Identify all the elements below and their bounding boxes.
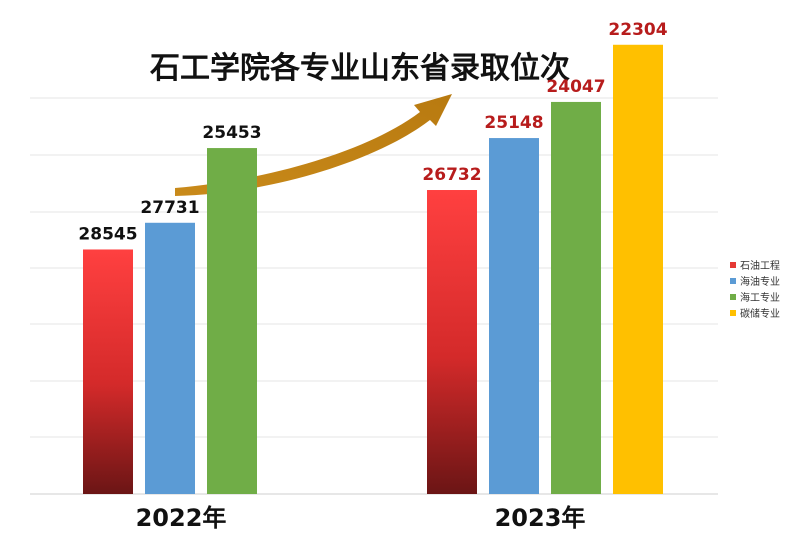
bars <box>83 44 663 495</box>
chart-title: 石工学院各专业山东省录取位次 <box>149 51 570 86</box>
legend-swatch <box>730 294 736 300</box>
value-label: 28545 <box>78 224 137 244</box>
bar-2-1 <box>427 190 477 495</box>
bar-1-3 <box>207 148 257 494</box>
category-labels: 2022年 2023年 <box>136 504 586 532</box>
gridlines <box>30 97 718 495</box>
category-label: 2023年 <box>495 504 586 532</box>
trend-arrow <box>175 94 452 196</box>
bar-2-3 <box>551 101 601 495</box>
value-label: 24047 <box>546 77 605 97</box>
legend-label: 海油专业 <box>740 275 780 288</box>
legend-swatch <box>730 278 736 284</box>
legend-swatch <box>730 310 736 316</box>
legend-label: 海工专业 <box>740 291 780 304</box>
legend-swatch <box>730 262 736 268</box>
value-label: 26732 <box>422 165 481 185</box>
value-label: 22304 <box>608 20 667 40</box>
value-label: 25453 <box>202 123 261 143</box>
bar-2-2 <box>489 138 539 495</box>
bar-2-4 <box>613 44 663 494</box>
legend-label: 石油工程 <box>740 259 780 272</box>
bar-1-2 <box>145 222 195 494</box>
value-label: 27731 <box>140 198 199 218</box>
bar-1-1 <box>83 249 133 494</box>
value-label: 25148 <box>484 113 543 133</box>
legend-label: 碳储专业 <box>740 307 780 320</box>
category-label: 2022年 <box>136 504 227 532</box>
